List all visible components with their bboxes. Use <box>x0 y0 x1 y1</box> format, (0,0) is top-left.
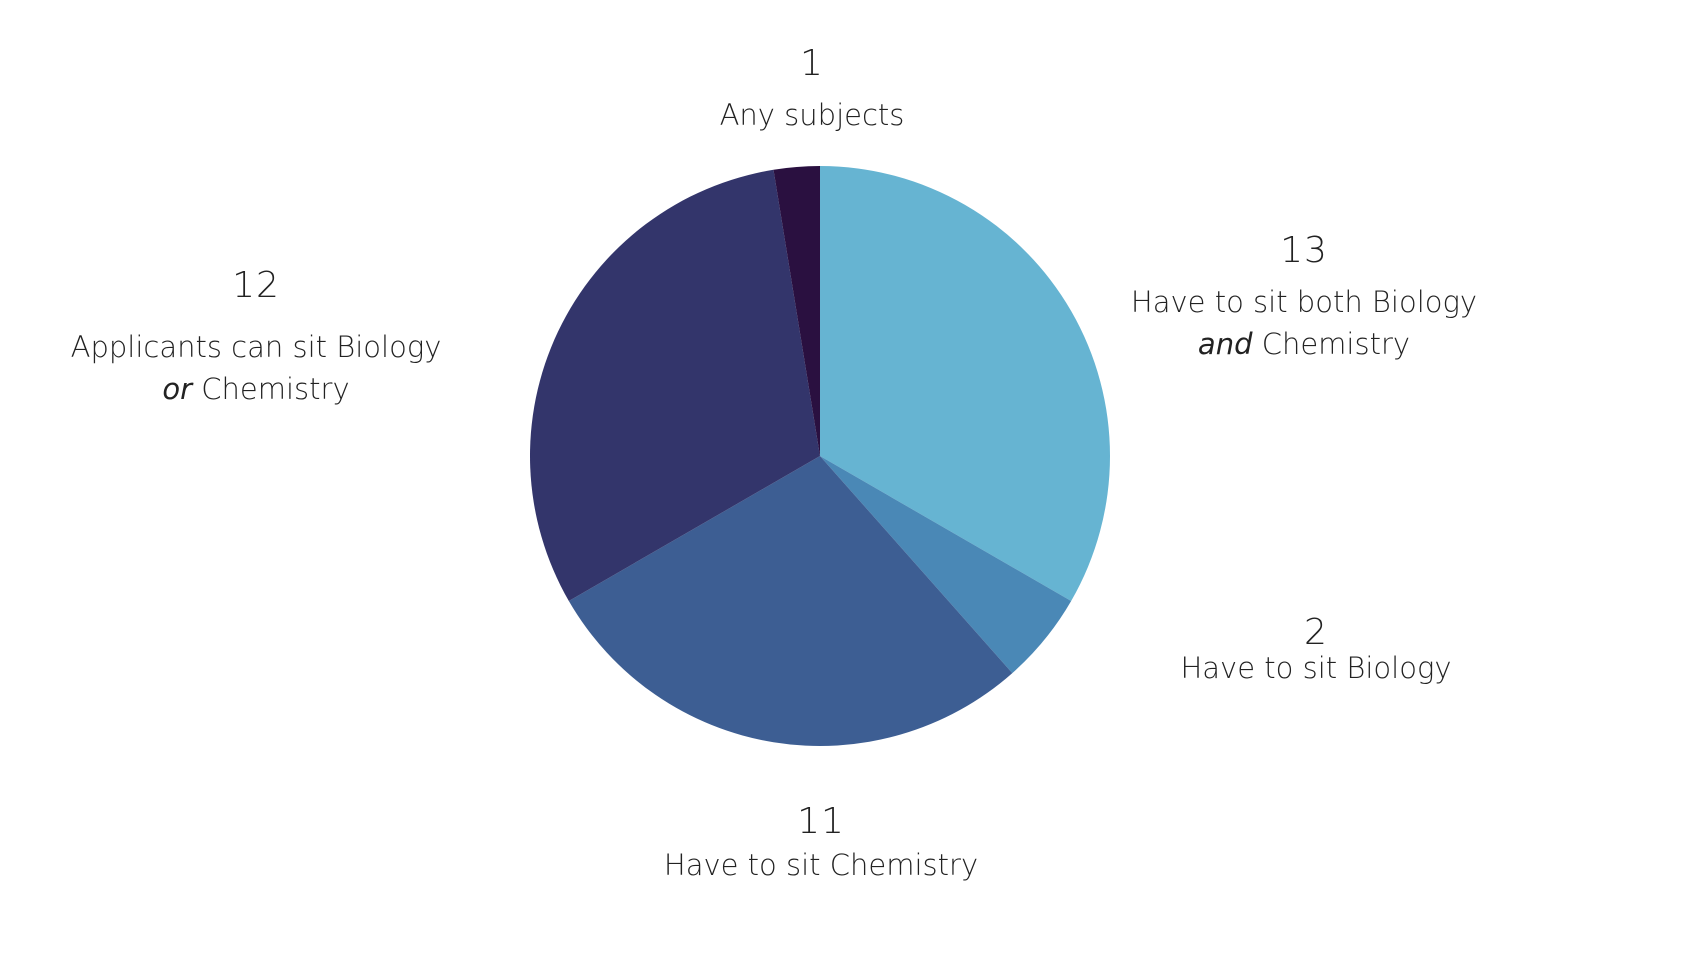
pie-slice-biology <box>820 456 1072 674</box>
slice-value-any: 1 <box>800 43 824 84</box>
slice-label-both-line2-rest: Chemistry <box>1252 327 1411 361</box>
pie-slice-both <box>820 166 1111 601</box>
label-biology-or-chemistry: 12 Applicants can sit Biology or Chemist… <box>71 266 442 410</box>
emphasis-or: or <box>162 372 193 406</box>
label-both-biology-chemistry: 13 Have to sit both Biology and Chemistr… <box>1131 231 1477 365</box>
slice-value-biology: 2 <box>1304 612 1328 653</box>
slice-label-both-line1: Have to sit both Biology <box>1130 285 1478 319</box>
slice-value-both: 13 <box>1280 230 1328 271</box>
pie-slices <box>529 166 1111 747</box>
slice-label-biology: Have to sit Biology <box>1180 651 1452 685</box>
label-chemistry: 11 Have to sit Chemistry <box>664 802 978 886</box>
slice-value-chemistry: 11 <box>797 801 845 842</box>
slice-value-either: 12 <box>232 265 280 306</box>
pie-slice-chemistry <box>568 456 1013 747</box>
pie-slice-either <box>529 169 820 601</box>
pie-slice-any <box>773 166 820 456</box>
slice-label-any: Any subjects <box>719 98 905 132</box>
slice-label-both-line2: and Chemistry <box>1131 323 1477 365</box>
slice-label-chemistry: Have to sit Chemistry <box>663 848 979 882</box>
emphasis-and: and <box>1197 327 1253 361</box>
slice-label-either-line2: or Chemistry <box>71 368 442 410</box>
slice-label-either-line2-rest: Chemistry <box>192 372 350 406</box>
slice-label-either-line1: Applicants can sit Biology <box>70 330 442 364</box>
label-any-subjects: 1 Any subjects <box>720 44 905 136</box>
label-biology: 2 Have to sit Biology <box>1180 613 1451 689</box>
